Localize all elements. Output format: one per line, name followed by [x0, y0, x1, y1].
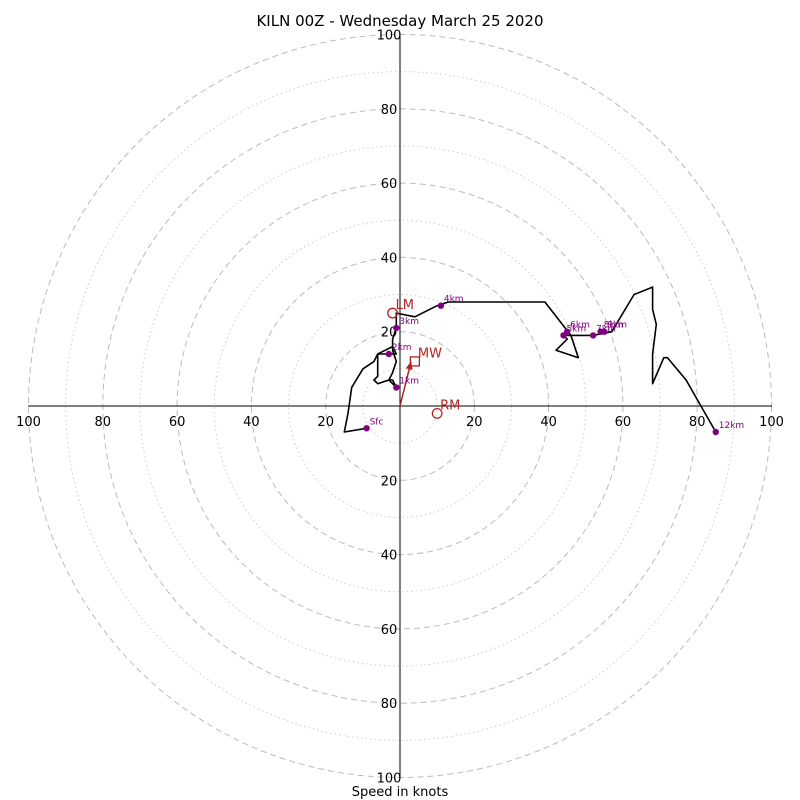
- x-tick-label: 60: [169, 415, 186, 430]
- x-tick-label: 60: [615, 415, 632, 430]
- storm-motion-rm-label: RM: [440, 398, 460, 413]
- height-label-9km: 9km: [607, 321, 627, 331]
- height-marker-2km: [385, 350, 393, 358]
- plot-area: Sfc1km2km3km4km5km6km7km8km9km12kmLMRMMW: [343, 286, 744, 436]
- height-label-1km: 1km: [399, 376, 419, 386]
- hodograph-line: [343, 286, 717, 433]
- height-label-8km: 8km: [604, 321, 624, 331]
- height-label-5km: 5km: [566, 324, 586, 334]
- height-marker-6km: [563, 328, 571, 335]
- tick-labels: 100 80 60 40 20 20 40 60 80 100100806040202040608…: [16, 29, 784, 787]
- y-tick-label: 100: [377, 772, 402, 787]
- x-tick-label: 80: [95, 415, 112, 430]
- height-marker-sfc: [363, 425, 370, 432]
- chart-title: KILN 00Z - Wednesday March 25 2020: [256, 12, 543, 30]
- y-tick-label: 20: [381, 474, 398, 489]
- x-axis-label: Speed in knots: [352, 785, 449, 800]
- x-tick-label: 20: [317, 415, 334, 430]
- y-tick-label: 100: [377, 29, 402, 44]
- height-marker-4km: [437, 302, 445, 309]
- x-tick-label: 40: [243, 415, 260, 430]
- height-label-6km: 6km: [570, 321, 590, 331]
- y-tick-label: 40: [381, 251, 398, 266]
- height-marker-7km: [589, 332, 597, 339]
- storm-motion-lm-marker: [387, 307, 399, 319]
- y-tick-label: 60: [381, 177, 398, 192]
- y-tick-label: 80: [381, 697, 398, 712]
- x-tick-label: 100: [759, 415, 784, 430]
- x-tick-label: 80: [689, 415, 706, 430]
- y-tick-label: 40: [381, 549, 398, 564]
- storm-motion-rm-marker: [431, 407, 443, 419]
- storm-motion-mw-label: MW: [418, 346, 442, 361]
- height-marker-9km: [601, 328, 608, 335]
- height-label-12km: 12km: [719, 421, 744, 431]
- y-tick-label: 60: [381, 623, 398, 638]
- storm-motion-mw-marker: [409, 356, 421, 367]
- height-marker-3km: [393, 324, 400, 332]
- height-marker-12km: [712, 428, 719, 436]
- x-tick-label: 40: [540, 415, 557, 430]
- height-label-3km: 3km: [399, 317, 419, 327]
- x-tick-label: 100: [16, 415, 41, 430]
- storm-motion-lm-label: LM: [396, 298, 414, 313]
- x-tick-label: 20: [466, 415, 483, 430]
- height-marker-1km: [393, 384, 400, 391]
- y-tick-label: 80: [381, 103, 398, 118]
- height-label-2km: 2km: [392, 343, 412, 353]
- height-label-4km: 4km: [444, 295, 464, 305]
- height-label-sfc: Sfc: [370, 417, 384, 427]
